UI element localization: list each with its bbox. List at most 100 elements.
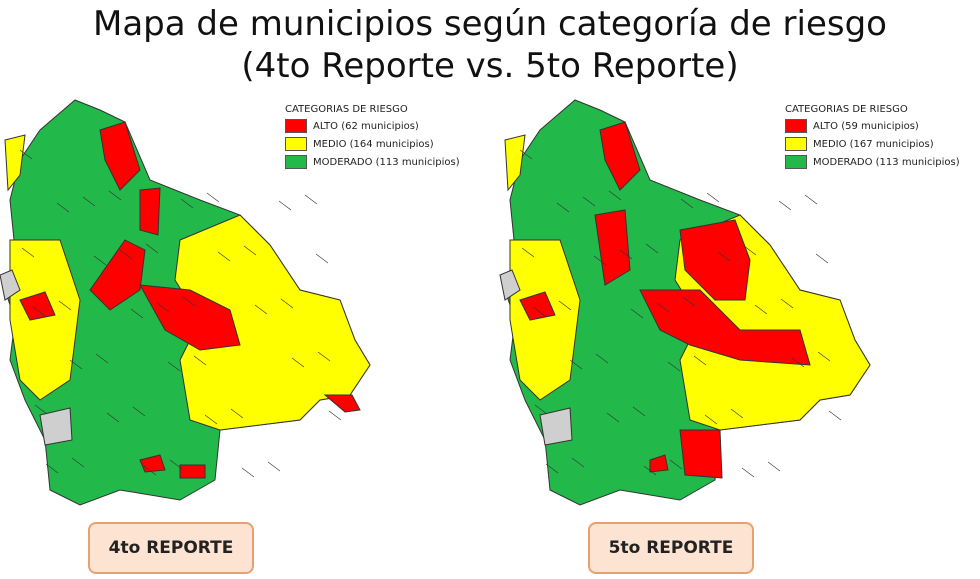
region-alto <box>519 291 556 321</box>
border <box>656 302 670 313</box>
border <box>132 406 146 417</box>
border <box>19 149 33 160</box>
legend-swatch <box>285 137 307 151</box>
border <box>180 198 194 209</box>
border <box>95 353 109 364</box>
border <box>278 200 292 211</box>
legend-title: CATEGORIAS DE RIESGO <box>285 104 408 115</box>
legend-swatch <box>285 119 307 133</box>
border <box>534 404 548 415</box>
border <box>569 359 583 370</box>
border <box>582 196 596 207</box>
region-alto <box>679 219 751 301</box>
border <box>156 302 170 313</box>
border <box>145 243 159 254</box>
border <box>167 361 181 372</box>
border <box>130 308 144 319</box>
border <box>182 296 196 307</box>
border <box>230 408 244 419</box>
border <box>519 149 533 160</box>
report-label: 5to REPORTE <box>588 522 754 574</box>
border <box>828 410 842 421</box>
border <box>780 298 794 309</box>
border <box>119 249 133 260</box>
border <box>169 459 183 470</box>
border <box>608 190 622 201</box>
border <box>682 296 696 307</box>
legend-label: MODERADO (113 municipios) <box>813 156 960 168</box>
border <box>206 192 220 203</box>
lake <box>499 269 521 301</box>
border <box>108 190 122 201</box>
legend-entry: MEDIO (164 municipios) <box>285 135 460 153</box>
region-alto <box>19 291 56 321</box>
region-medio <box>504 134 526 192</box>
border <box>643 465 657 476</box>
border <box>106 412 120 423</box>
border <box>815 253 829 264</box>
border <box>143 465 157 476</box>
region-medio <box>4 134 26 192</box>
border <box>93 255 107 266</box>
legend-entry: MODERADO (113 municipios) <box>785 153 960 171</box>
border <box>693 355 707 366</box>
border <box>593 255 607 266</box>
border <box>545 463 559 474</box>
border <box>71 457 85 468</box>
border <box>704 414 718 425</box>
border <box>280 298 294 309</box>
border <box>804 194 818 205</box>
border <box>204 414 218 425</box>
border <box>32 306 46 317</box>
legend-label: MODERADO (113 municipios) <box>313 156 460 168</box>
border <box>317 351 331 362</box>
border <box>243 245 257 256</box>
region-alto <box>139 187 161 236</box>
border <box>45 463 59 474</box>
border <box>767 461 781 472</box>
legend-label: MEDIO (167 municipios) <box>813 138 934 150</box>
legend-swatch <box>285 155 307 169</box>
border <box>669 459 683 470</box>
border <box>791 357 805 368</box>
border <box>532 306 546 317</box>
border <box>778 200 792 211</box>
border <box>241 467 255 478</box>
region-alto <box>89 239 146 311</box>
legend: CATEGORIAS DE RIESGO ALTO (59 municipios)… <box>785 104 960 171</box>
region-medio <box>9 239 81 401</box>
legend-swatch <box>785 119 807 133</box>
border <box>645 243 659 254</box>
border <box>754 304 768 315</box>
legend-entry: MEDIO (167 municipios) <box>785 135 960 153</box>
region-alto <box>99 121 141 191</box>
border <box>606 412 620 423</box>
border <box>193 355 207 366</box>
legend-label: ALTO (62 municipios) <box>313 120 419 132</box>
region-alto <box>649 454 669 473</box>
border <box>743 245 757 256</box>
region-alto <box>679 429 723 479</box>
lake <box>39 407 73 446</box>
border <box>717 251 731 262</box>
border <box>521 247 535 258</box>
legend-title: CATEGORIAS DE RIESGO <box>785 104 908 115</box>
border <box>680 198 694 209</box>
border <box>58 300 72 311</box>
border <box>741 467 755 478</box>
border <box>21 247 35 258</box>
lake <box>539 407 573 446</box>
border <box>571 457 585 468</box>
border <box>34 404 48 415</box>
bolivia-map <box>499 99 871 506</box>
region-alto <box>139 284 241 351</box>
legend-entry: ALTO (59 municipios) <box>785 117 960 135</box>
legend-label: ALTO (59 municipios) <box>813 120 919 132</box>
region-medio <box>509 239 581 401</box>
border <box>619 249 633 260</box>
border <box>254 304 268 315</box>
border <box>69 359 83 370</box>
border <box>267 461 281 472</box>
legend-entry: ALTO (62 municipios) <box>285 117 460 135</box>
